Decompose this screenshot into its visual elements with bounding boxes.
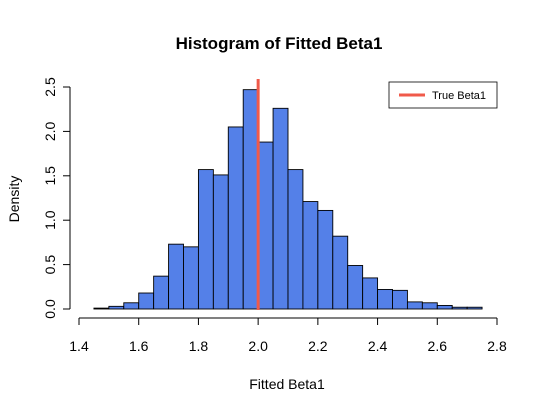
x-tick-label-4: 2.2 xyxy=(308,338,328,354)
histogram-bar-6 xyxy=(183,246,199,310)
x-tick-label-2: 1.8 xyxy=(189,338,209,354)
histogram-bar-1 xyxy=(108,305,125,310)
histogram-bar-14 xyxy=(302,201,319,310)
histogram-bar-7 xyxy=(197,169,214,310)
histogram-bar-12 xyxy=(272,107,289,310)
histogram-bar-8 xyxy=(212,174,229,310)
histogram-bar-16 xyxy=(332,235,349,310)
y-tick-label-2: 1.0 xyxy=(42,210,58,230)
histogram-bar-18 xyxy=(362,277,379,310)
histogram-bar-21 xyxy=(406,301,423,310)
histogram-bar-17 xyxy=(347,265,364,310)
histogram-bar-22 xyxy=(421,302,438,310)
histogram-bar-23 xyxy=(436,304,453,310)
histogram-bar-11 xyxy=(257,141,274,310)
y-tick-label-1: 0.5 xyxy=(42,255,58,275)
legend-label: True Beta1 xyxy=(432,90,486,102)
x-tick-label-3: 2.0 xyxy=(248,338,268,354)
histogram-bars xyxy=(93,89,483,310)
y-tick-label-0: 0.0 xyxy=(42,299,58,319)
y-tick-label-3: 1.5 xyxy=(42,166,58,186)
histogram-bar-24 xyxy=(451,306,468,310)
histogram-bar-2 xyxy=(123,302,140,310)
histogram-bar-10 xyxy=(242,89,259,310)
y-tick-label-4: 2.0 xyxy=(42,121,58,141)
histogram-bar-5 xyxy=(168,243,184,310)
y-tick-label-5: 2.5 xyxy=(42,77,58,97)
y-axis: 0.0 0.5 1.0 1.5 2.0 2.5 xyxy=(42,77,71,319)
x-axis-label: Fitted Beta1 xyxy=(249,376,325,392)
y-axis-label: Density xyxy=(6,176,22,223)
histogram-bar-15 xyxy=(317,209,334,310)
histogram-bar-4 xyxy=(153,275,170,310)
histogram-bar-19 xyxy=(377,289,393,310)
histogram-bar-20 xyxy=(392,289,408,310)
x-tick-label-0: 1.4 xyxy=(69,338,89,354)
x-tick-label-6: 2.6 xyxy=(428,338,448,354)
x-axis: 1.4 1.6 1.8 2.0 2.2 2.4 2.6 2.8 xyxy=(69,317,507,354)
histogram-bar-3 xyxy=(138,292,155,310)
x-tick-label-5: 2.4 xyxy=(368,338,388,354)
legend: True Beta1 xyxy=(388,81,498,109)
x-tick-label-7: 2.8 xyxy=(487,338,507,354)
histogram-bar-13 xyxy=(287,169,304,310)
x-tick-label-1: 1.6 xyxy=(129,338,149,354)
histogram-bar-0 xyxy=(93,307,110,310)
histogram-bar-25 xyxy=(466,306,483,310)
chart-title: Histogram of Fitted Beta1 xyxy=(176,34,383,53)
histogram-bar-9 xyxy=(227,126,244,310)
